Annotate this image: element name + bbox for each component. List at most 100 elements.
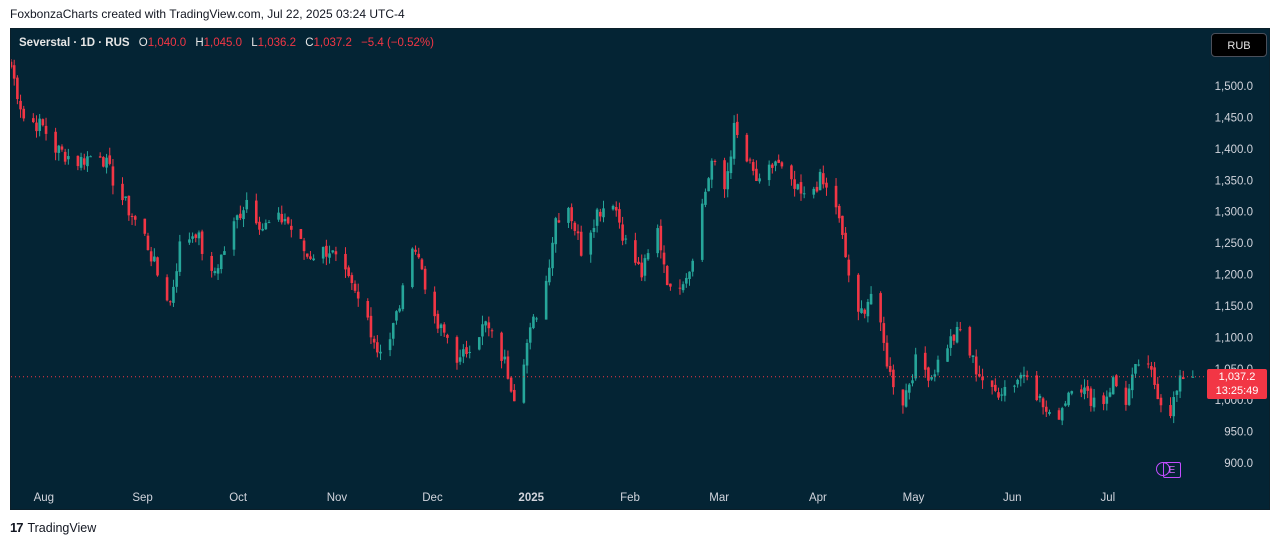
- candle-body: [143, 218, 147, 234]
- candle-body: [908, 384, 911, 393]
- candle: [1016, 378, 1019, 388]
- candle-body: [927, 367, 930, 381]
- candle-body: [882, 323, 886, 343]
- candle-body: [949, 336, 953, 348]
- candle: [344, 247, 347, 278]
- candle: [388, 332, 392, 357]
- candle-body: [312, 258, 315, 261]
- candle-body: [280, 213, 284, 223]
- candle-body: [1080, 389, 1083, 393]
- candle-body: [165, 277, 169, 301]
- candle-body: [1150, 366, 1153, 370]
- candle: [551, 236, 554, 276]
- candle: [790, 164, 793, 186]
- candle-body: [82, 158, 86, 165]
- candle: [700, 198, 704, 262]
- candle-body: [1060, 408, 1064, 421]
- candle: [86, 151, 89, 172]
- candle-body: [290, 225, 293, 230]
- candle-body: [44, 125, 48, 134]
- earnings-event-icon[interactable]: E: [1163, 462, 1181, 478]
- candlestick-chart[interactable]: 1,500.0 1,450.0 1,400.0 1,350.0 1,300.0 1,250…: [11, 29, 1270, 510]
- candle: [347, 265, 350, 278]
- candle-body: [532, 316, 535, 329]
- candle-body: [1105, 396, 1109, 404]
- currency-button[interactable]: RUB: [1211, 33, 1267, 57]
- candle-body: [554, 218, 558, 245]
- candle: [239, 205, 242, 221]
- candle-body: [732, 122, 736, 159]
- candle: [1086, 379, 1089, 399]
- candle: [592, 219, 596, 238]
- candle-body: [331, 250, 335, 253]
- candle: [76, 155, 80, 171]
- candle: [1070, 390, 1074, 396]
- candle: [688, 271, 691, 286]
- x-tick-label: Oct: [229, 492, 248, 504]
- candle: [1137, 359, 1140, 367]
- candle: [67, 148, 70, 165]
- candle-body: [700, 203, 704, 260]
- candle: [1111, 375, 1115, 395]
- candle-body: [79, 157, 83, 168]
- y-tick-label: 900.0: [1224, 458, 1253, 470]
- candle-body: [328, 253, 331, 258]
- symbol-name[interactable]: Severstal · 1D · RUS: [19, 37, 130, 49]
- candle-body: [1172, 397, 1176, 417]
- price-change: −5.4 (−0.52%): [361, 37, 434, 49]
- candle-body: [235, 215, 239, 220]
- candle-body: [391, 323, 395, 339]
- candle: [210, 251, 213, 278]
- candle-body: [535, 318, 538, 320]
- x-tick-label: May: [903, 492, 925, 504]
- tradingview-brand[interactable]: 17 TradingView: [10, 520, 96, 535]
- candle-body: [557, 220, 561, 223]
- price-axis: 1,500.0 1,450.0 1,400.0 1,350.0 1,300.0 1,250…: [1215, 81, 1253, 470]
- candle-body: [758, 178, 761, 182]
- chart-area[interactable]: 1,500.0 1,450.0 1,400.0 1,350.0 1,300.0 1,250…: [10, 28, 1270, 510]
- candle: [16, 75, 19, 105]
- candle: [312, 254, 315, 261]
- candle-body: [936, 359, 940, 373]
- candle: [1150, 361, 1153, 377]
- candle: [414, 245, 417, 255]
- candle-body: [175, 271, 178, 287]
- candle: [19, 94, 22, 118]
- candle: [98, 152, 102, 158]
- candle-body: [904, 390, 908, 407]
- candle-body: [60, 146, 64, 150]
- candle: [1105, 390, 1109, 411]
- candle-body: [1191, 376, 1195, 378]
- candle: [481, 315, 484, 346]
- candle: [213, 267, 217, 276]
- candle-body: [637, 261, 640, 265]
- candle: [955, 321, 959, 344]
- candle-body: [1013, 385, 1016, 387]
- candle-body: [777, 159, 781, 163]
- candle: [254, 193, 258, 225]
- candle-body: [1000, 394, 1003, 396]
- candle-body: [455, 337, 459, 363]
- candle-body: [1115, 375, 1118, 387]
- candle-body: [446, 334, 449, 338]
- close-value: 1,037.2: [313, 37, 352, 49]
- candle: [1178, 369, 1182, 399]
- candle-body: [369, 315, 373, 338]
- candle: [1115, 374, 1118, 388]
- candle-body: [98, 156, 102, 158]
- candle: [79, 152, 83, 171]
- candle: [1025, 370, 1029, 381]
- candle-body: [646, 253, 650, 260]
- candle-body: [1108, 392, 1112, 397]
- candle: [500, 331, 503, 369]
- candle: [815, 181, 819, 193]
- candle-body: [213, 271, 217, 274]
- candle: [442, 322, 446, 337]
- close-label: C: [305, 37, 314, 49]
- candle: [31, 113, 35, 124]
- candle: [89, 155, 92, 158]
- candle-body: [595, 209, 599, 226]
- candle: [579, 225, 583, 257]
- candle-body: [401, 285, 405, 310]
- candle: [1169, 397, 1172, 419]
